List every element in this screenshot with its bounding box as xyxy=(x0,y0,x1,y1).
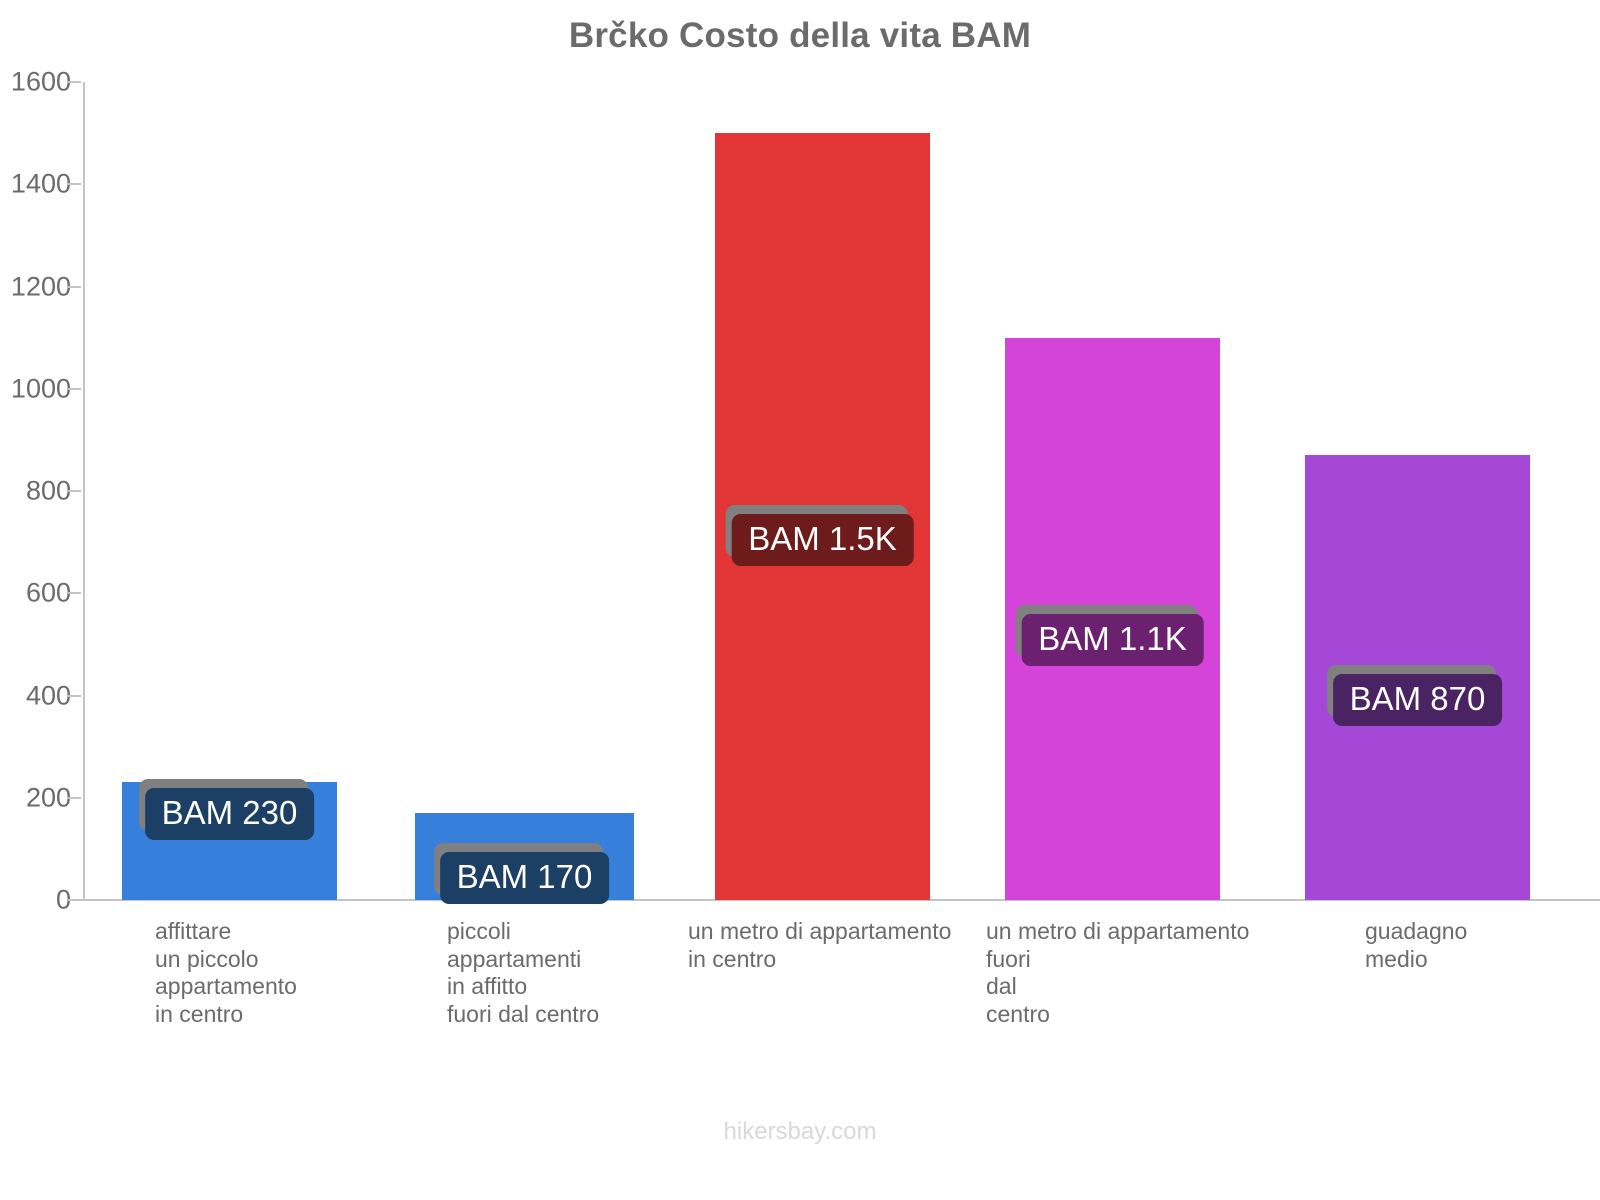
bar-value-label-text: BAM 1.1K xyxy=(1021,614,1204,666)
x-axis-line xyxy=(68,899,1600,901)
y-axis-tick-mark xyxy=(68,592,81,595)
y-axis-tick-mark xyxy=(68,490,81,492)
y-axis-tick-label: 1200 xyxy=(10,271,71,301)
y-axis-tick-mark xyxy=(68,387,81,390)
y-axis-tick-label: 1000 xyxy=(10,373,71,404)
x-axis-category-label: piccoli appartamenti in affitto fuori da… xyxy=(447,918,600,1027)
x-axis-category-label: un metro di appartamento in centro xyxy=(688,918,952,972)
bar-value-label-text: BAM 170 xyxy=(439,852,610,904)
bar-value-label-text: BAM 230 xyxy=(144,788,315,840)
site-attribution: hikersbay.com xyxy=(723,1118,877,1145)
y-axis-tick-mark xyxy=(68,899,81,901)
y-axis-tick-mark xyxy=(68,183,81,186)
y-axis-tick-label: 200 xyxy=(25,782,71,813)
x-axis-category-label: guadagno medio xyxy=(1365,918,1468,972)
y-axis-tick-mark xyxy=(68,796,81,799)
y-axis-tick-mark xyxy=(68,694,81,697)
y-axis-tick-label: 800 xyxy=(25,475,71,506)
bar-value-label: BAM 870 xyxy=(1326,665,1503,726)
y-axis-tick-label: 1600 xyxy=(10,66,71,97)
bar-value-label: BAM 230 xyxy=(138,779,315,840)
y-axis-tick-label: 600 xyxy=(25,577,71,608)
chart-title: Brčko Costo della vita BAM xyxy=(568,16,1032,55)
plot-area: 0 200 400 600 800 1000 1200 1400 1600 BAM 230 BAM… xyxy=(11,67,1600,915)
x-axis-category-label: affittare un piccolo appartamento in cen… xyxy=(155,918,297,1027)
bar-value-label: BAM 170 xyxy=(433,843,610,904)
y-axis-tick-label: 0 xyxy=(55,884,71,915)
y-axis-tick-label: 400 xyxy=(25,680,71,710)
x-axis-category-label: un metro di appartamento fuori dal centr… xyxy=(986,918,1250,1027)
bar-value-label: BAM 1.5K xyxy=(725,505,914,566)
y-axis-tick-label: 1400 xyxy=(10,168,71,199)
bar-value-label-text: BAM 1.5K xyxy=(731,514,914,566)
y-axis-tick-mark xyxy=(68,285,81,288)
y-axis-line xyxy=(83,82,85,900)
y-axis-tick-mark xyxy=(68,81,81,83)
bar-value-label-text: BAM 870 xyxy=(1332,674,1503,726)
bar-value-label: BAM 1.1K xyxy=(1015,605,1204,666)
